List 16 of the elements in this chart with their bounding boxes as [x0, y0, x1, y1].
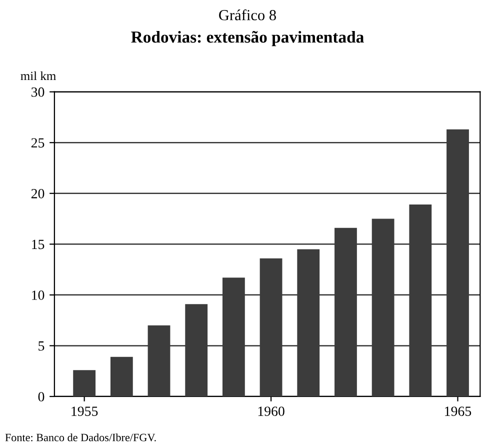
y-axis-title: mil km — [20, 71, 56, 80]
y-tick-label: 25 — [31, 138, 44, 148]
y-tick-label: 0 — [38, 392, 44, 402]
chart-subtitle: Rodovias: extensão pavimentada — [131, 30, 364, 46]
y-tick-label: 30 — [32, 87, 44, 97]
x-tick-label: 1960 — [258, 406, 284, 416]
y-tick-label: 15 — [32, 240, 44, 250]
source-note: Fonte: Banco de Dados/Ibre/FGV. — [5, 433, 156, 442]
bar — [110, 356, 133, 396]
y-tick-label: 5 — [38, 341, 44, 351]
chart-title: Gráfico 8 — [219, 9, 276, 20]
x-tick-label: 1965 — [445, 406, 472, 416]
y-tick-label: 20 — [31, 188, 44, 198]
bar — [73, 370, 96, 396]
y-tick-label: 10 — [32, 290, 44, 300]
x-tick-label: 1955 — [72, 406, 98, 416]
